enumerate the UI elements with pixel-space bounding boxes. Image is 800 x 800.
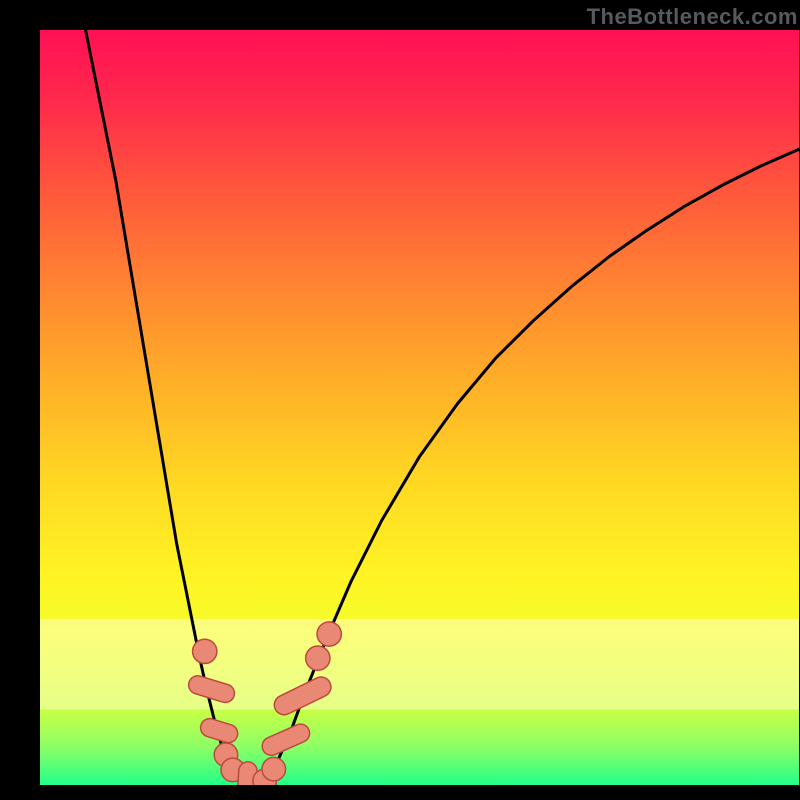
bead-10 [306,646,330,670]
bead-0 [193,639,217,663]
pale-band [40,619,799,710]
bead-7 [262,757,286,781]
outer-frame: TheBottleneck.com [0,0,800,800]
bead-11 [317,622,341,646]
chart-svg [0,0,800,800]
